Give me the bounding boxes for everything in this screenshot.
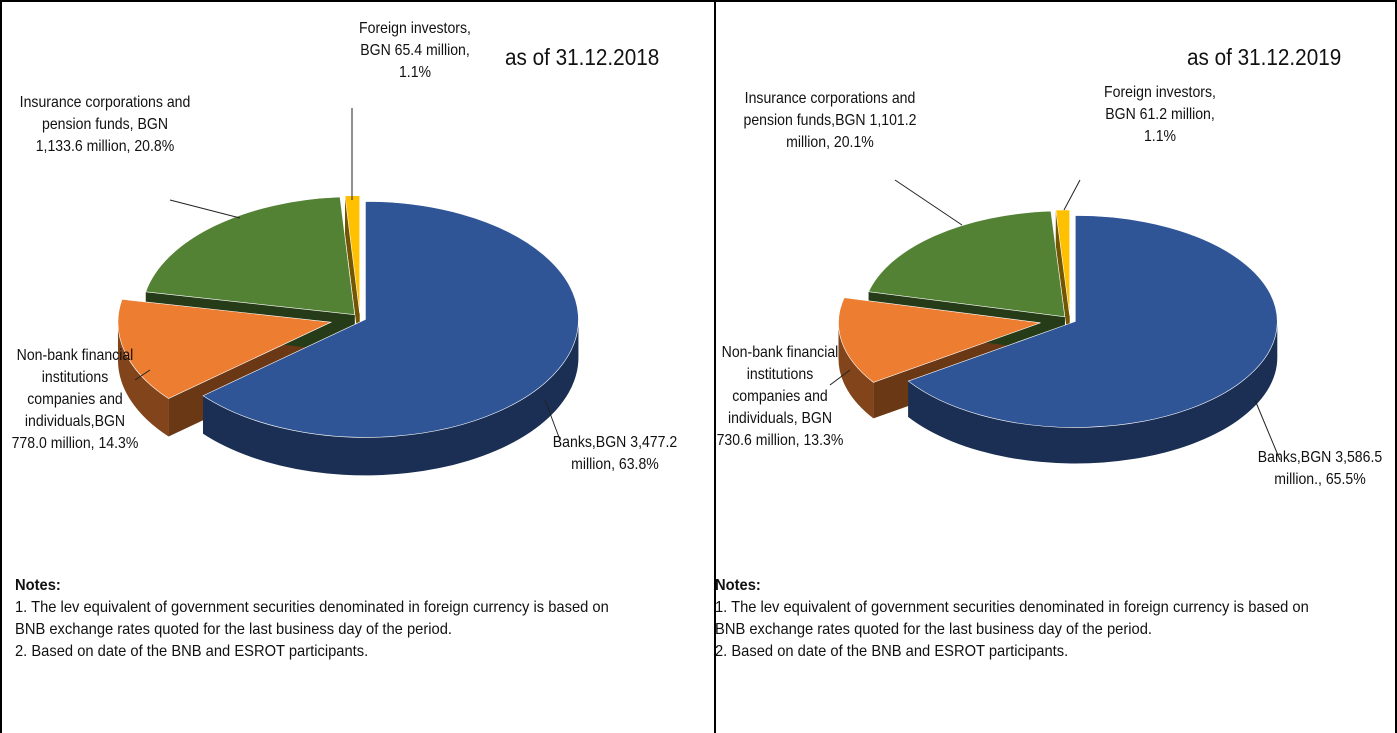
slice-side [838,322,874,419]
slice-label: Foreign investors, BGN 65.4 million, 1.1… [359,20,471,81]
slice-label: Insurance corporations and pension funds… [19,94,191,155]
leader-line [1063,179,1081,211]
slice [1055,209,1071,316]
notes-title: Notes: [15,577,61,594]
slice-label: Banks,BGN 3,586.5 million., 65.5% [1257,449,1383,488]
leader-line [134,369,151,381]
slice-label: Insurance corporations and pension funds… [743,90,917,151]
leader-line [894,179,963,226]
leader-line [544,399,561,441]
slice-label: Foreign investors, BGN 61.2 million, 1.1… [1104,84,1216,145]
panel-border [714,0,1397,733]
slice-side [117,322,169,437]
chart-title: as of 31.12.2018 [505,44,660,70]
slice-cut [345,195,360,352]
slice-cut [1055,210,1070,352]
leader-line [829,369,851,386]
slice [868,210,1066,318]
notes: Notes: 1. The lev equivalent of governmen… [15,575,622,663]
notes-title: Notes: [715,577,761,594]
slice [202,201,579,438]
note-item: 2. Based on date of the BNB and ESROT pa… [715,643,1069,660]
slice [117,299,333,399]
notes: Notes: 1. The lev equivalent of governmen… [715,575,1322,663]
note-item: 2. Based on date of the BNB and ESROT pa… [15,643,369,660]
slice [145,196,356,316]
slice-label: Banks,BGN 3,477.2 million, 63.8% [552,434,678,473]
slice-side [203,319,579,476]
slice [838,297,1041,383]
slice [907,215,1278,428]
leader-line [169,199,241,219]
note-item: 1. The lev equivalent of government secu… [715,599,1309,638]
chart-title: as of 31.12.2019 [1187,44,1342,70]
leader-line [1254,399,1281,461]
note-item: 1. The lev equivalent of government secu… [15,599,609,638]
slice-side [908,321,1278,464]
slice-label: Non-bank financial institutions companie… [11,347,139,452]
slice-label: Non-bank financial institutions companie… [716,344,844,449]
